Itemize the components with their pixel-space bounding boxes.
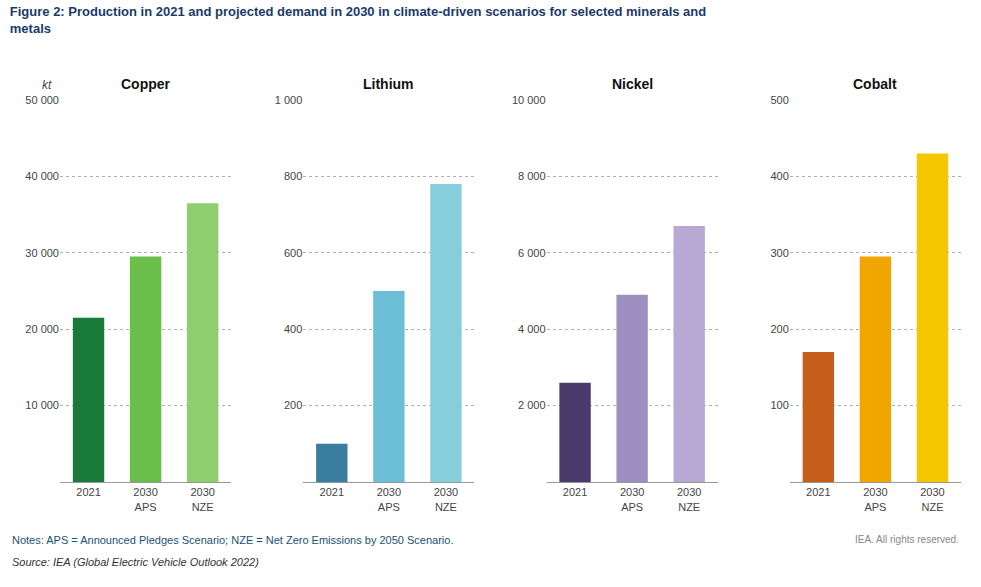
svg-text:2030APS: 2030APS [377, 486, 401, 512]
svg-text:IEA. All rights reserved.: IEA. All rights reserved. [855, 534, 959, 545]
svg-text:2030NZE: 2030NZE [920, 486, 944, 512]
svg-text:2030APS: 2030APS [133, 486, 157, 512]
svg-text:4 000: 4 000 [518, 323, 546, 335]
svg-text:40 000: 40 000 [25, 170, 59, 182]
svg-text:10 000: 10 000 [512, 94, 546, 106]
svg-text:2030NZE: 2030NZE [677, 486, 701, 512]
svg-text:100: 100 [770, 399, 788, 411]
svg-text:2030APS: 2030APS [620, 486, 644, 512]
svg-text:Source: IEA (Global Electric V: Source: IEA (Global Electric Vehicle Out… [12, 556, 259, 568]
svg-text:2021: 2021 [806, 486, 830, 498]
svg-text:2030NZE: 2030NZE [434, 486, 458, 512]
svg-text:Nickel: Nickel [612, 76, 653, 92]
svg-text:400: 400 [284, 323, 302, 335]
svg-text:50 000: 50 000 [25, 94, 59, 106]
svg-text:10 000: 10 000 [25, 399, 59, 411]
svg-text:2030NZE: 2030NZE [190, 486, 214, 512]
svg-text:2021: 2021 [563, 486, 587, 498]
svg-text:200: 200 [770, 323, 788, 335]
svg-text:2021: 2021 [76, 486, 100, 498]
svg-text:Copper: Copper [121, 76, 171, 92]
svg-text:2021: 2021 [320, 486, 344, 498]
svg-text:kt: kt [42, 78, 52, 92]
svg-text:500: 500 [770, 94, 788, 106]
svg-text:2 000: 2 000 [518, 399, 546, 411]
svg-text:Lithium: Lithium [363, 76, 414, 92]
svg-text:30 000: 30 000 [25, 247, 59, 259]
svg-text:20 000: 20 000 [25, 323, 59, 335]
svg-text:600: 600 [284, 247, 302, 259]
svg-text:Notes: APS = Announced Pledges: Notes: APS = Announced Pledges Scenario;… [12, 534, 453, 546]
svg-text:8 000: 8 000 [518, 170, 546, 182]
svg-text:200: 200 [284, 399, 302, 411]
svg-text:Cobalt: Cobalt [853, 76, 897, 92]
svg-text:400: 400 [770, 170, 788, 182]
svg-text:1 000: 1 000 [275, 94, 303, 106]
svg-text:Figure 2: Production in 2021 a: Figure 2: Production in 2021 and project… [10, 4, 706, 36]
svg-text:2030APS: 2030APS [863, 486, 887, 512]
svg-text:6 000: 6 000 [518, 247, 546, 259]
svg-text:800: 800 [284, 170, 302, 182]
svg-text:300: 300 [770, 247, 788, 259]
